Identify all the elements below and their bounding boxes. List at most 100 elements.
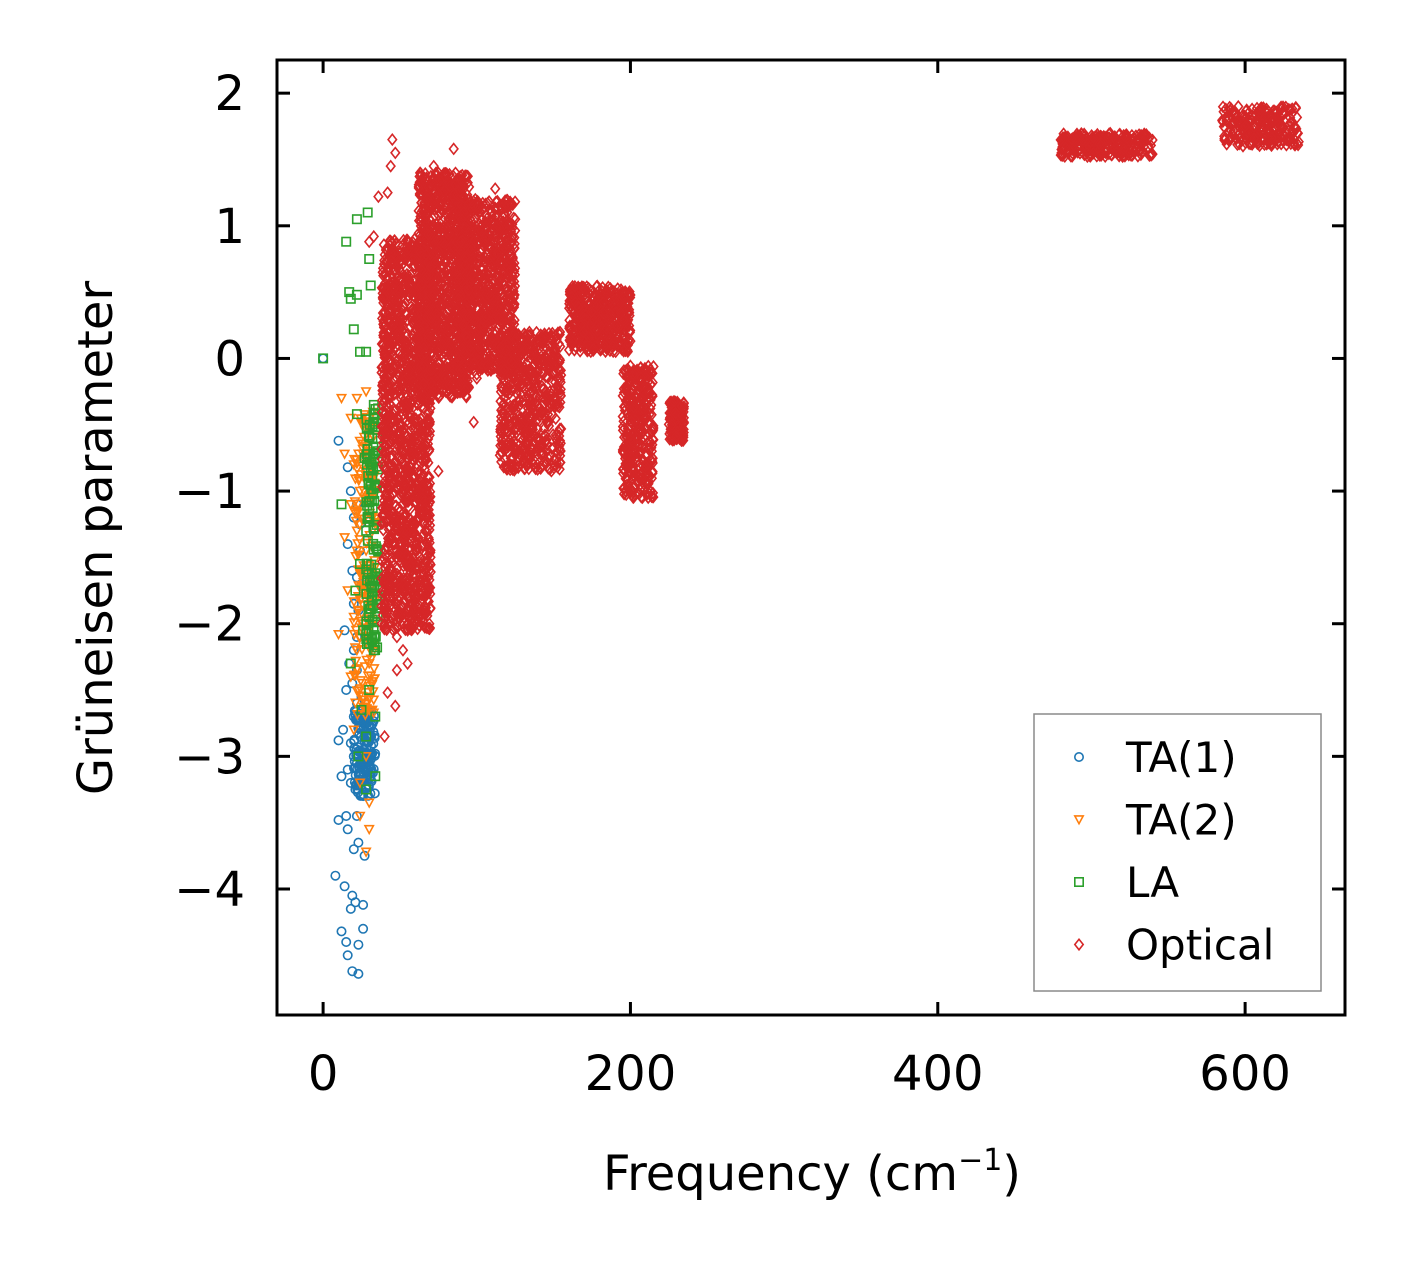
- point-optical: [421, 295, 432, 309]
- point-optical: [401, 249, 413, 263]
- point-optical: [494, 327, 506, 341]
- point-la: [369, 495, 380, 506]
- point-la: [351, 214, 362, 225]
- point-optical: [411, 422, 422, 436]
- point-optical: [392, 607, 403, 621]
- point-optical: [548, 352, 559, 366]
- point-ta-1: [354, 723, 365, 734]
- point-optical: [454, 286, 465, 300]
- point-ta-2: [366, 677, 378, 688]
- point-ta-2: [350, 516, 362, 527]
- point-optical: [416, 588, 427, 602]
- point-ta-2: [345, 672, 357, 683]
- point-optical: [474, 308, 486, 322]
- point-optical: [421, 172, 433, 186]
- point-optical: [392, 528, 404, 542]
- point-optical: [498, 308, 510, 322]
- point-la: [362, 535, 373, 546]
- point-la: [363, 600, 374, 611]
- point-ta-2: [363, 824, 375, 836]
- point-optical: [508, 264, 520, 278]
- point-optical: [403, 500, 414, 514]
- point-optical: [414, 315, 425, 329]
- point-optical: [456, 275, 467, 289]
- point-optical: [490, 195, 502, 209]
- point-optical: [443, 356, 454, 370]
- point-optical: [395, 336, 407, 350]
- point-optical: [382, 337, 394, 351]
- point-ta-1: [345, 903, 356, 914]
- point-optical: [395, 310, 407, 324]
- point-optical: [392, 285, 404, 299]
- point-optical: [404, 406, 415, 420]
- point-optical: [498, 373, 509, 387]
- point-optical: [498, 391, 510, 405]
- point-optical: [506, 354, 517, 368]
- point-ta-2: [351, 506, 363, 517]
- point-optical: [504, 414, 515, 428]
- point-optical: [401, 557, 412, 571]
- point-optical: [470, 331, 482, 345]
- point-optical: [497, 242, 508, 256]
- point-optical: [422, 521, 433, 535]
- point-ta-1: [348, 844, 359, 855]
- point-optical: [474, 217, 485, 231]
- point-la: [368, 645, 379, 656]
- point-ta-1: [353, 968, 364, 979]
- point-ta-1: [336, 771, 347, 782]
- point-optical: [414, 390, 426, 404]
- point-optical: [518, 333, 530, 347]
- point-ta-2: [352, 499, 364, 510]
- point-optical: [532, 434, 544, 448]
- point-optical: [541, 456, 552, 470]
- point-optical: [508, 282, 519, 296]
- point-optical: [514, 360, 525, 374]
- point-optical: [399, 306, 411, 320]
- point-optical: [393, 262, 405, 276]
- point-optical: [433, 341, 444, 355]
- point-optical: [400, 338, 412, 352]
- point-optical: [424, 573, 435, 587]
- point-optical: [379, 617, 390, 631]
- point-ta-2: [354, 535, 366, 546]
- series-optical: [363, 99, 1304, 743]
- point-optical: [437, 338, 448, 352]
- point-optical: [423, 559, 434, 573]
- point-optical: [425, 388, 437, 402]
- point-optical: [524, 328, 536, 342]
- point-optical: [502, 284, 514, 298]
- point-ta-1: [342, 824, 353, 835]
- point-ta-2: [354, 486, 366, 497]
- point-optical: [386, 375, 397, 389]
- point-optical: [394, 381, 405, 395]
- point-optical: [531, 414, 542, 428]
- point-optical: [453, 279, 464, 293]
- point-optical: [432, 233, 443, 247]
- point-optical: [542, 438, 553, 452]
- point-optical: [424, 213, 436, 227]
- point-optical: [421, 508, 432, 522]
- point-optical: [528, 435, 540, 449]
- point-ta-2: [332, 629, 345, 641]
- point-optical: [521, 450, 533, 464]
- point-optical: [392, 547, 404, 561]
- point-optical: [524, 386, 535, 400]
- point-optical: [418, 613, 429, 627]
- point-la: [336, 499, 347, 510]
- series-la: [318, 207, 384, 795]
- point-optical: [481, 359, 493, 373]
- point-optical: [379, 462, 391, 476]
- point-ta-2: [354, 811, 366, 822]
- point-optical: [424, 424, 436, 438]
- point-optical: [501, 344, 512, 358]
- point-optical: [420, 572, 431, 586]
- point-optical: [505, 263, 516, 277]
- point-ta-1: [333, 735, 344, 746]
- point-ta-1: [342, 462, 353, 473]
- point-optical: [516, 396, 528, 410]
- point-optical: [384, 341, 396, 355]
- point-optical: [419, 240, 430, 254]
- point-optical: [403, 612, 415, 626]
- point-optical: [434, 389, 446, 403]
- point-optical: [443, 287, 454, 301]
